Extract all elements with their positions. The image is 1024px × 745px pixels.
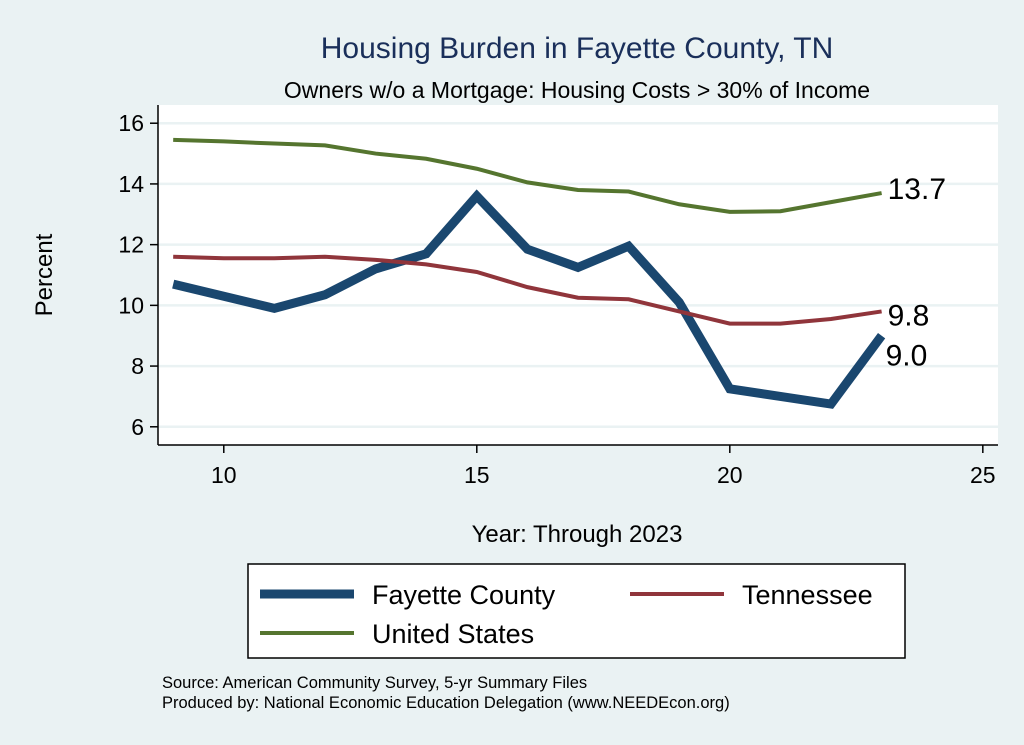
y-tick-label: 10 — [118, 292, 144, 318]
y-tick-label: 8 — [131, 353, 144, 379]
series-line-tennessee — [173, 254, 882, 326]
y-tick-label: 6 — [131, 414, 144, 440]
y-tick-label: 14 — [118, 171, 144, 197]
plot-area — [158, 105, 998, 445]
end-label: 13.7 — [888, 173, 946, 206]
x-tick-label: 15 — [464, 462, 490, 488]
legend-label: United States — [372, 619, 534, 649]
producer-note: Produced by: National Economic Education… — [162, 694, 730, 712]
series-line-united-states — [173, 137, 882, 214]
chart-title: Housing Burden in Fayette County, TN — [321, 32, 834, 65]
series-line-fayette-county — [172, 189, 886, 409]
y-tick-label: 16 — [118, 110, 144, 136]
source-note: Source: American Community Survey, 5-yr … — [162, 674, 587, 692]
legend — [247, 563, 906, 659]
x-axis-label: Year: Through 2023 — [472, 521, 683, 548]
y-tick-label: 12 — [118, 232, 144, 258]
end-label: 9.0 — [886, 340, 928, 373]
x-tick-label: 25 — [970, 462, 996, 488]
legend-label: Tennessee — [742, 580, 873, 610]
chart-subtitle: Owners w/o a Mortgage: Housing Costs > 3… — [284, 77, 870, 103]
y-axis-label: Percent — [31, 233, 58, 316]
legend-label: Fayette County — [372, 580, 556, 610]
x-tick-label: 20 — [717, 462, 743, 488]
x-tick-label: 10 — [211, 462, 237, 488]
end-label: 9.8 — [888, 299, 930, 332]
